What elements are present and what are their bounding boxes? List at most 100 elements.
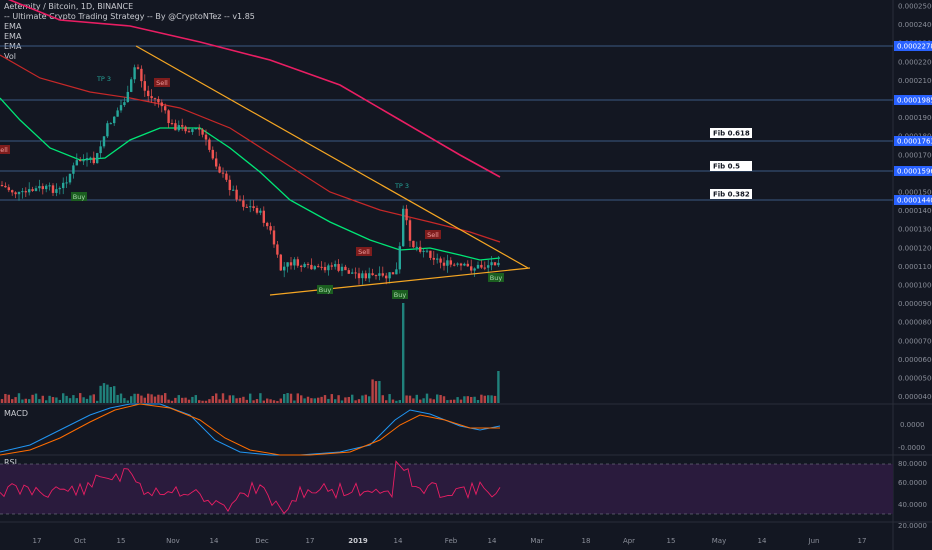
lower-trendline[interactable]: [269, 267, 531, 296]
candle-body: [201, 129, 204, 135]
volume-bar: [150, 394, 153, 403]
volume-label[interactable]: Vol: [4, 52, 16, 61]
candle-body: [113, 116, 116, 124]
volume-bar: [153, 396, 157, 403]
candle-body: [473, 268, 476, 271]
volume-bar: [480, 394, 483, 403]
candle-body: [109, 123, 112, 125]
volume-bar: [344, 397, 347, 403]
volume-bar: [208, 399, 211, 403]
candle-body: [75, 160, 78, 166]
candle-body: [123, 102, 126, 106]
rsi-band: [0, 464, 893, 514]
candle-body: [140, 68, 143, 82]
candle-body: [72, 165, 75, 174]
ema-label-3[interactable]: EMA: [4, 42, 22, 51]
candle-body: [439, 258, 442, 263]
buy-signal-box: [392, 290, 408, 299]
volume-bar: [201, 400, 204, 403]
candle-body: [21, 191, 24, 193]
candle-body: [323, 266, 327, 271]
candle-body: [221, 172, 225, 174]
candle-body: [167, 110, 170, 124]
strategy-name[interactable]: -- Ultimate Crypto Trading Strategy -- B…: [4, 12, 255, 21]
time-tick-label: Apr: [623, 537, 635, 545]
volume-bar: [4, 393, 7, 403]
volume-bar: [490, 395, 493, 403]
volume-bar: [65, 395, 68, 403]
candle-body: [405, 208, 408, 221]
ema-label-2[interactable]: EMA: [4, 32, 22, 41]
symbol-title[interactable]: Aeternity / Bitcoin, 1D, BINANCE: [4, 2, 134, 11]
price-tag: [894, 166, 932, 176]
volume-bar: [225, 399, 228, 403]
candle-body: [164, 106, 167, 111]
candle-body: [31, 189, 34, 191]
volume-bar: [470, 396, 473, 403]
candle-body: [398, 246, 401, 270]
volume-bar: [51, 397, 55, 403]
chart-legend: Aeternity / Bitcoin, 1D, BINANCE -- Ulti…: [4, 2, 255, 62]
volume-bar: [58, 399, 61, 403]
candle-body: [11, 190, 14, 193]
candle-body: [245, 206, 248, 208]
time-tick-label: Oct: [74, 537, 86, 545]
candle-body: [133, 67, 136, 80]
candle-body: [442, 262, 446, 266]
sell-signal-label: Sell: [0, 146, 8, 154]
volume-bar: [453, 399, 456, 403]
candle-body: [334, 264, 337, 267]
time-tick-label: 18: [582, 537, 591, 545]
candle-body: [402, 208, 405, 247]
ema-label-1[interactable]: EMA: [4, 22, 22, 31]
fib-label-box: [710, 189, 752, 199]
price-tag-label: 0.0001985: [897, 97, 932, 105]
candle-body: [28, 189, 31, 193]
volume-bar: [187, 399, 191, 403]
candle-body: [208, 139, 211, 150]
volume-bar: [68, 398, 72, 403]
price-tag-label: 0.0001440: [897, 197, 932, 205]
candle-body: [470, 266, 473, 271]
candle-body: [283, 266, 286, 271]
time-tick-label: 14: [758, 537, 767, 545]
candle-body: [170, 123, 174, 125]
candle-body: [310, 264, 313, 270]
volume-bar: [106, 384, 109, 403]
candle-body: [187, 131, 191, 133]
volume-bar: [235, 398, 238, 403]
candle-body: [436, 258, 439, 260]
volume-bar: [7, 394, 10, 403]
volume-bar: [184, 397, 187, 403]
candle-body: [177, 125, 180, 131]
volume-bar: [306, 396, 310, 403]
candle-body: [412, 240, 415, 248]
candle-body: [68, 173, 72, 183]
candle-body: [269, 226, 272, 231]
candle-body: [493, 262, 497, 266]
candle-body: [300, 265, 303, 268]
rsi-tick-label: 20.0000: [898, 522, 927, 530]
candle-body: [92, 157, 95, 164]
volume-bar: [279, 398, 282, 403]
volume-bar: [357, 399, 361, 403]
candle-body: [218, 166, 221, 173]
upper-trendline[interactable]: [135, 45, 529, 269]
candle-body: [456, 263, 459, 265]
volume-bar: [123, 398, 126, 403]
rsi-tick-label: 60.0000: [898, 479, 927, 487]
volume-bar: [160, 395, 163, 403]
volume-bar: [85, 398, 89, 403]
candle-body: [327, 265, 330, 271]
candle-body: [368, 273, 371, 279]
candle-body: [238, 199, 242, 201]
candle-body: [232, 189, 235, 191]
candle-body: [130, 79, 133, 92]
candle-body: [174, 123, 177, 131]
candle-body: [266, 222, 269, 227]
